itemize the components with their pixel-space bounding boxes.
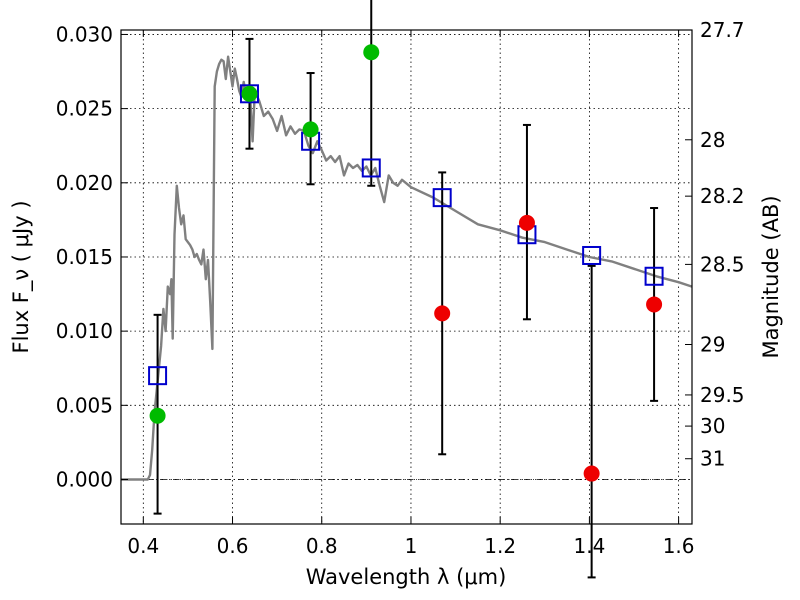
photometry-point [646, 296, 663, 313]
y2-tick-label: 29 [700, 332, 725, 356]
y2-tick-label: 28.5 [700, 252, 745, 276]
y2-tick-label: 27.7 [700, 18, 745, 42]
y-tick-label: 0.005 [56, 393, 113, 417]
y2-tick-label: 29.5 [700, 383, 745, 407]
photometry-point [518, 214, 535, 231]
model-square-layer [148, 84, 664, 386]
y-tick-label: 0.010 [56, 319, 113, 343]
spectrum-line-layer [121, 55, 693, 481]
x-tick-label: 1.2 [484, 534, 516, 558]
x-tick-label: 1.6 [663, 534, 695, 558]
y-axis-label: Flux F_ν ( μJy ) [9, 200, 34, 353]
spectrum-line [121, 55, 693, 481]
y2-axis-label: Magnitude (AB) [759, 195, 783, 358]
photometry-point [363, 44, 380, 61]
x-tick-label: 1.4 [573, 534, 605, 558]
x-tick-label: 1 [405, 534, 418, 558]
y-tick-label: 0.000 [56, 467, 113, 491]
x-axis-label: Wavelength λ (μm) [306, 565, 507, 589]
photometry-point-layer [149, 44, 663, 482]
photometry-point [149, 407, 166, 424]
y2-tick-label: 30 [700, 414, 725, 438]
x-tick-label: 0.6 [217, 534, 249, 558]
y-tick-label: 0.015 [56, 245, 113, 269]
error-bar-layer [153, 0, 659, 579]
photometry-point [241, 85, 258, 102]
model-square-point [432, 188, 452, 208]
y-tick-label: 0.020 [56, 171, 113, 195]
y-tick-label: 0.025 [56, 97, 113, 121]
photometry-point [434, 305, 451, 322]
model-square-point [644, 266, 664, 286]
tick-layer: 0.4 0.6 0.8 1 1.2 1.4 1.6 0.000 0.005 0.010 0.015 0… [56, 18, 745, 558]
model-square-point [582, 245, 602, 265]
y2-tick-label: 28 [700, 128, 725, 152]
model-square-point [361, 158, 381, 178]
plot-frame [120, 29, 693, 525]
y2-tick-label: 28.2 [700, 184, 745, 208]
photometry-point [302, 121, 319, 138]
y-tick-label: 0.030 [56, 22, 113, 46]
model-square-point [239, 84, 259, 104]
y2-tick-label: 31 [700, 447, 725, 471]
x-tick-label: 0.8 [306, 534, 338, 558]
x-tick-label: 0.4 [127, 534, 159, 558]
model-square-point [148, 366, 168, 386]
photometry-point [583, 465, 600, 482]
